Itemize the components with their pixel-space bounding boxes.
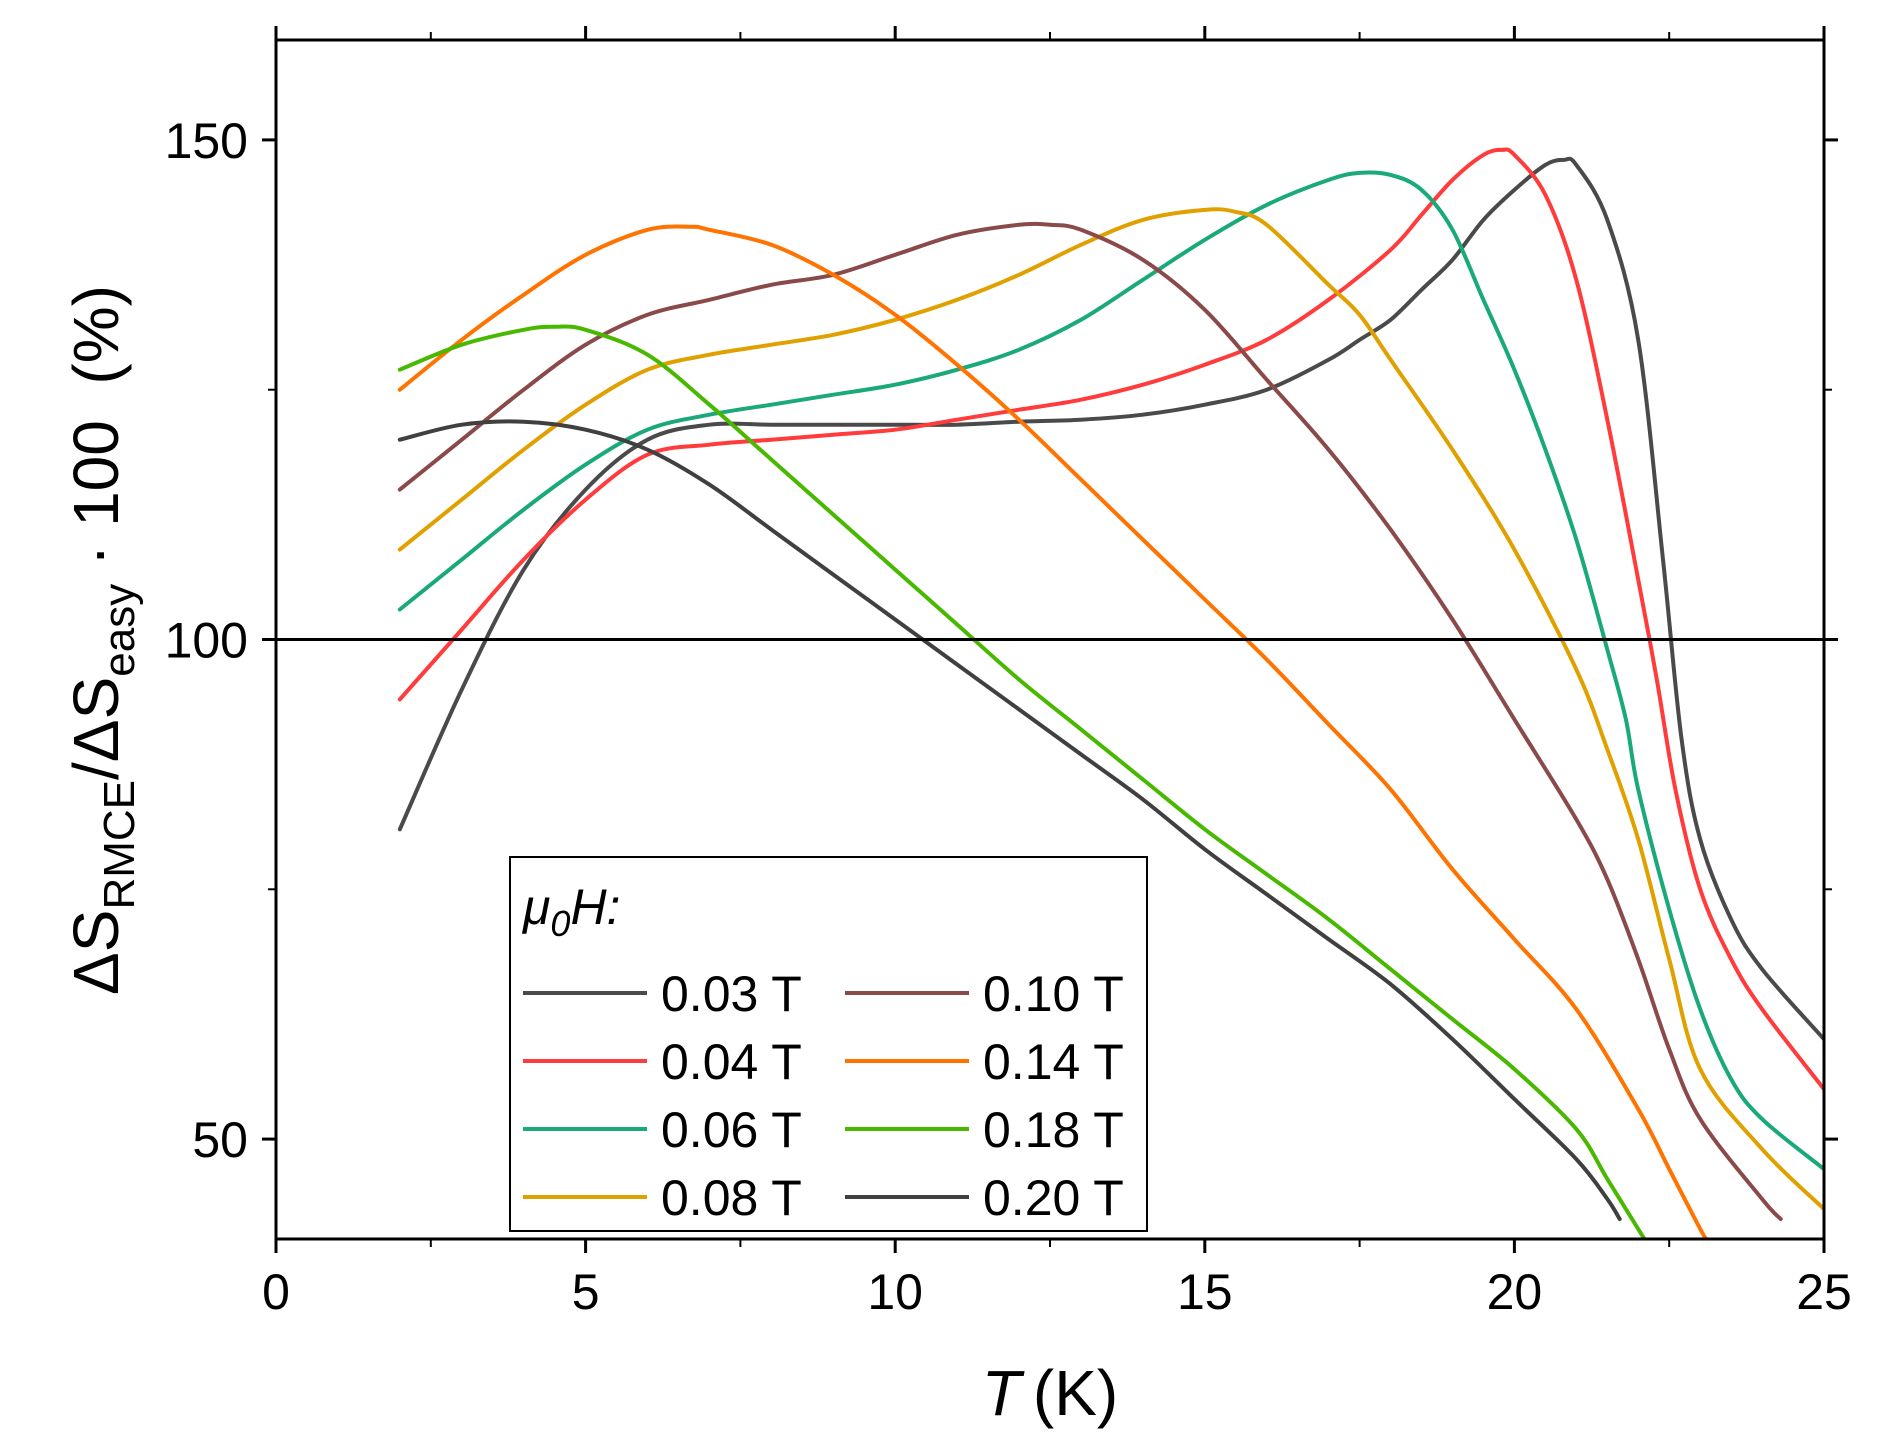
series-line-0-06-T <box>397 170 1824 1172</box>
y-tick-label: 150 <box>165 113 248 169</box>
series-line-0-18-T <box>397 324 1647 1239</box>
legend-label: 0.08 T <box>661 1170 802 1226</box>
y-axis-title: ΔSRMCE/ΔSeasy · 100 (%) <box>60 285 144 995</box>
x-axis-unit: (K) <box>1033 1357 1118 1429</box>
legend-label: 0.10 T <box>983 966 1124 1022</box>
legend-label: 0.18 T <box>983 1102 1124 1158</box>
legend-label: 0.04 T <box>661 1034 802 1090</box>
x-tick-label: 25 <box>1796 1264 1852 1320</box>
x-axis-title: T (K) <box>982 1357 1118 1429</box>
y-axis-slash: /ΔS <box>60 677 132 780</box>
x-tick-label: 5 <box>572 1264 600 1320</box>
legend-label: 0.06 T <box>661 1102 802 1158</box>
legend-entries: 0.03 T 0.04 T 0.06 T 0.08 T 0.10 T 0.14 T 0.18… <box>523 966 1124 1226</box>
ticks-group: 0 5 10 15 20 25 50 100 150 <box>165 26 1852 1320</box>
legend-label: 0.03 T <box>661 966 802 1022</box>
x-tick-label: 10 <box>867 1264 923 1320</box>
legend-label: 0.20 T <box>983 1170 1124 1226</box>
y-axis-tail: · 100 (%) <box>60 285 132 584</box>
series-line-0-10-T <box>397 221 1783 1221</box>
series-line-0-03-T <box>397 156 1824 1042</box>
x-tick-label: 0 <box>262 1264 290 1320</box>
y-axis-sub1: RMCE <box>95 780 144 910</box>
series-line-0-14-T <box>397 224 1709 1239</box>
legend: μ0H: 0.03 T 0.04 T 0.06 T 0.08 T 0.10 T 0.14 … <box>509 856 1148 1232</box>
legend-title: μ0H: <box>521 879 620 944</box>
series-line-0-20-T <box>397 419 1622 1221</box>
legend-box <box>509 856 1148 1232</box>
x-tick-label: 15 <box>1177 1264 1233 1320</box>
series-group <box>397 147 1824 1239</box>
legend-title-rest: H: <box>570 879 620 935</box>
legend-title-sub: 0 <box>550 903 570 944</box>
y-tick-label: 50 <box>192 1112 248 1168</box>
y-tick-label: 100 <box>165 613 248 669</box>
series-line-0-04-T <box>397 147 1824 1092</box>
y-axis-delta1: ΔS <box>60 910 132 995</box>
legend-label: 0.14 T <box>983 1034 1124 1090</box>
y-axis-sub2: easy <box>95 584 144 677</box>
series-line-0-08-T <box>397 207 1824 1211</box>
x-axis-var: T <box>982 1357 1025 1429</box>
legend-title-mu: μ <box>521 879 550 935</box>
x-tick-label: 20 <box>1487 1264 1543 1320</box>
